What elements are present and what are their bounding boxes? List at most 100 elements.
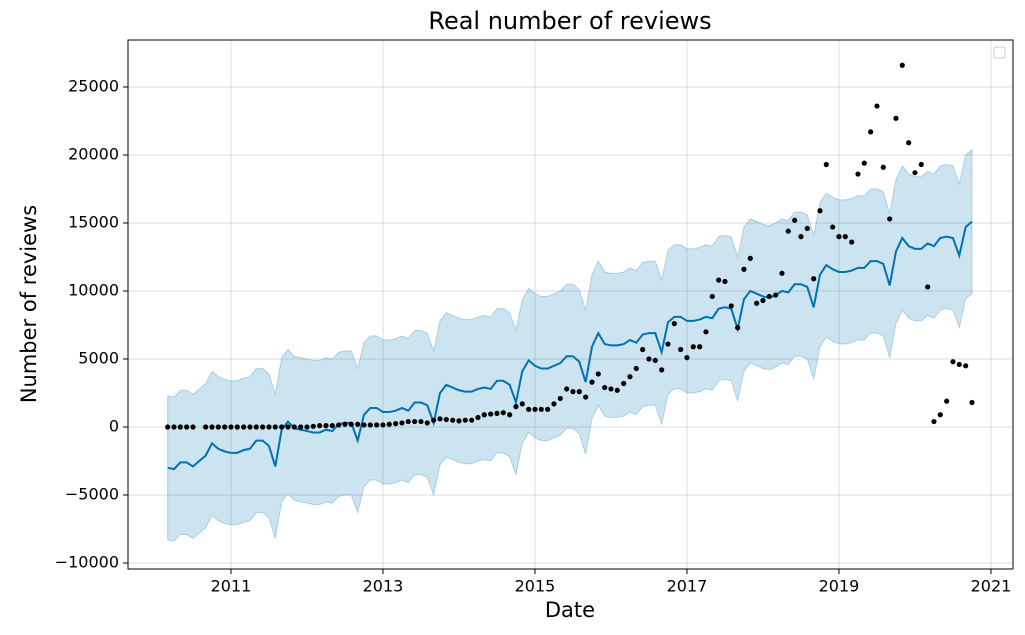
data-point xyxy=(488,411,494,417)
data-point xyxy=(418,418,424,425)
data-point xyxy=(589,379,595,385)
data-point xyxy=(595,371,601,377)
y-tick-label: 0 xyxy=(109,417,119,436)
data-point xyxy=(937,412,943,418)
data-point xyxy=(190,424,196,430)
data-point xyxy=(443,416,449,423)
data-point xyxy=(386,421,392,427)
data-point xyxy=(874,103,880,109)
data-point xyxy=(880,164,886,170)
forecast-line xyxy=(167,220,973,471)
data-point xyxy=(754,300,760,306)
x-tick-label: 2013 xyxy=(363,577,404,596)
y-tick-label: 25000 xyxy=(68,77,119,96)
data-point xyxy=(963,363,969,369)
data-point xyxy=(266,424,272,430)
data-point xyxy=(310,423,316,429)
data-point xyxy=(944,398,950,404)
data-point xyxy=(361,422,367,428)
data-point xyxy=(336,422,342,428)
data-point xyxy=(621,380,627,387)
data-point xyxy=(348,421,354,427)
data-point xyxy=(165,424,171,430)
legend xyxy=(993,46,1006,59)
data-point xyxy=(830,224,836,230)
data-point xyxy=(272,424,278,430)
data-point xyxy=(342,421,348,427)
data-point xyxy=(849,239,855,245)
data-point xyxy=(912,170,918,176)
data-point xyxy=(798,234,804,240)
data-point xyxy=(887,216,893,222)
data-point xyxy=(532,406,538,412)
data-point xyxy=(855,171,861,177)
y-tick-label: 10000 xyxy=(68,281,119,300)
data-point xyxy=(253,424,259,430)
y-tick-label: 15000 xyxy=(68,213,119,232)
data-point xyxy=(500,410,506,416)
data-point xyxy=(228,424,234,430)
data-point xyxy=(665,341,671,347)
data-point xyxy=(171,424,177,430)
data-point xyxy=(456,418,462,424)
data-point xyxy=(393,421,399,427)
data-point xyxy=(773,292,779,298)
data-point xyxy=(766,293,772,300)
data-point xyxy=(633,365,639,372)
data-point xyxy=(868,129,874,135)
data-point xyxy=(817,208,823,214)
data-point xyxy=(513,404,519,410)
data-point xyxy=(177,424,183,430)
data-point xyxy=(209,424,215,430)
data-point xyxy=(380,422,386,428)
data-point xyxy=(703,329,709,335)
data-point xyxy=(519,401,525,407)
data-point xyxy=(646,356,652,362)
data-point xyxy=(792,217,798,223)
data-point xyxy=(709,293,715,300)
x-tick-label: 2015 xyxy=(515,577,556,596)
y-axis-label: Number of reviews xyxy=(17,205,41,403)
data-point xyxy=(184,424,190,430)
data-point xyxy=(627,374,633,380)
data-point xyxy=(747,255,753,261)
data-point xyxy=(804,225,810,232)
data-point xyxy=(291,424,297,430)
data-point xyxy=(437,416,443,422)
data-point xyxy=(811,276,817,282)
data-point xyxy=(279,424,285,430)
data-point xyxy=(234,424,240,430)
data-point xyxy=(462,417,468,423)
data-point xyxy=(526,406,532,412)
data-point xyxy=(241,424,247,430)
data-point xyxy=(614,387,620,393)
data-point xyxy=(304,424,310,430)
data-point xyxy=(507,412,513,418)
data-point xyxy=(602,384,608,391)
data-point xyxy=(538,406,544,412)
x-tick-label: 2017 xyxy=(667,577,708,596)
data-point xyxy=(412,418,418,425)
data-point xyxy=(494,410,500,417)
data-point xyxy=(785,228,791,234)
data-point xyxy=(741,266,747,272)
data-point xyxy=(323,423,329,429)
axes-frame xyxy=(127,39,1014,570)
data-point xyxy=(722,278,728,285)
data-point xyxy=(298,424,304,430)
x-tick-label: 2021 xyxy=(971,577,1012,596)
data-point xyxy=(317,423,323,429)
y-tick-label: 20000 xyxy=(68,145,119,164)
data-point xyxy=(728,303,734,309)
data-point xyxy=(583,394,589,400)
data-point xyxy=(247,424,253,430)
data-point xyxy=(260,424,266,430)
data-point xyxy=(823,161,829,168)
data-point xyxy=(969,399,975,406)
data-point xyxy=(697,344,703,350)
data-point xyxy=(956,361,962,368)
data-point xyxy=(899,62,905,68)
data-point xyxy=(475,414,481,421)
data-point xyxy=(355,421,361,427)
